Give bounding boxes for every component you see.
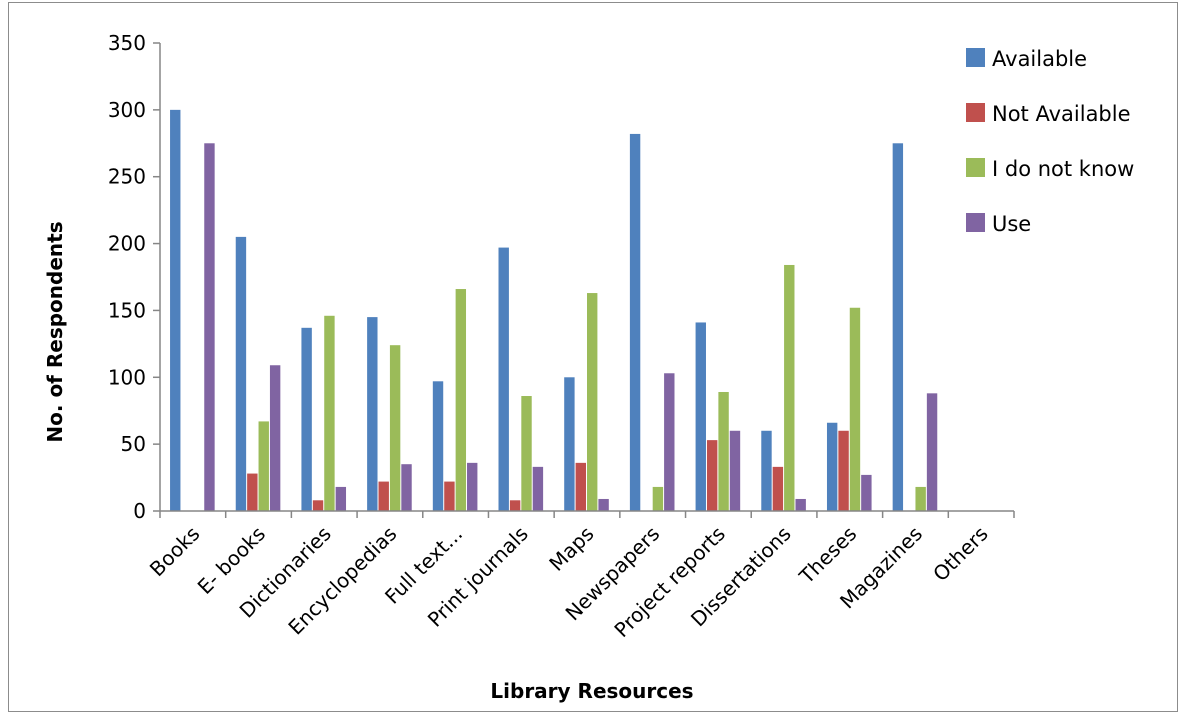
legend-label: Available — [992, 47, 1087, 71]
bar-4-4 — [401, 464, 412, 511]
bar-4-10 — [795, 498, 806, 511]
bar-1-12 — [892, 143, 904, 512]
bar-2-9 — [706, 440, 718, 511]
bar-2-6 — [509, 500, 521, 511]
category-label: Maps — [544, 522, 598, 576]
bar-3-5 — [455, 289, 467, 511]
bar-3-8 — [652, 486, 664, 511]
bar-2-4 — [378, 481, 389, 511]
bar-1-10 — [761, 430, 772, 511]
bar-4-8 — [664, 373, 675, 511]
y-tick-label: 50 — [121, 432, 146, 456]
bar-4-5 — [467, 462, 478, 511]
y-axis-title: No. of Respondents — [43, 221, 67, 442]
y-tick-label: 0 — [133, 499, 146, 523]
bar-1-2 — [235, 236, 247, 511]
y-tick-label: 250 — [108, 165, 146, 189]
bar-3-9 — [718, 391, 729, 511]
y-tick-label: 350 — [108, 31, 146, 55]
bar-4-6 — [532, 466, 544, 511]
bar-1-7 — [564, 377, 575, 511]
category-label: Books — [145, 522, 205, 582]
bar-1-3 — [301, 327, 312, 511]
bar-3-12 — [915, 486, 926, 511]
legend-swatch — [966, 158, 985, 177]
bar-4-9 — [729, 430, 741, 511]
bar-1-4 — [367, 317, 378, 511]
legend-label: Use — [992, 212, 1031, 236]
y-tick-label: 300 — [108, 98, 146, 122]
x-axis-title: Library Resources — [490, 679, 693, 703]
legend-swatch — [966, 103, 985, 122]
legend-swatch — [966, 48, 985, 67]
y-tick-label: 150 — [108, 298, 146, 322]
bar-1-6 — [498, 247, 509, 511]
bar-2-11 — [838, 430, 849, 511]
bar-1-5 — [432, 381, 444, 511]
bar-1-1 — [170, 109, 181, 512]
bar-4-11 — [861, 474, 872, 511]
bar-4-12 — [926, 393, 938, 511]
bar-3-3 — [324, 315, 335, 511]
bar-2-5 — [444, 481, 455, 511]
bar-4-7 — [598, 498, 609, 511]
bar-3-7 — [587, 293, 598, 511]
bar-3-6 — [521, 396, 532, 511]
category-label: Project reports — [610, 522, 730, 642]
axes-layer — [153, 42, 1015, 518]
y-tick-label: 100 — [108, 365, 146, 389]
bar-1-8 — [629, 133, 641, 511]
legend: Available Not Available I do not know Use — [966, 47, 1134, 236]
legend-label: Not Available — [992, 102, 1131, 126]
bar-3-10 — [784, 264, 795, 511]
bar-1-9 — [695, 322, 706, 511]
legend-swatch — [966, 213, 985, 232]
bar-3-11 — [849, 307, 861, 511]
y-tick-label: 200 — [108, 232, 146, 256]
legend-label: I do not know — [992, 157, 1134, 181]
bar-2-3 — [312, 500, 324, 511]
y-tick-labels: 0 50 100 150 200 250 300 350 — [108, 31, 146, 523]
category-label: Theses — [794, 522, 861, 589]
bar-2-10 — [772, 466, 784, 511]
bar-3-2 — [258, 421, 269, 511]
bar-2-2 — [247, 473, 258, 511]
category-label: Others — [928, 522, 993, 587]
bars-layer — [170, 109, 938, 512]
bar-3-4 — [389, 345, 401, 511]
bar-4-1 — [204, 143, 215, 512]
bar-2-7 — [575, 462, 586, 511]
bar-1-11 — [826, 422, 838, 511]
bar-4-2 — [269, 365, 281, 511]
bar-4-3 — [335, 486, 347, 511]
